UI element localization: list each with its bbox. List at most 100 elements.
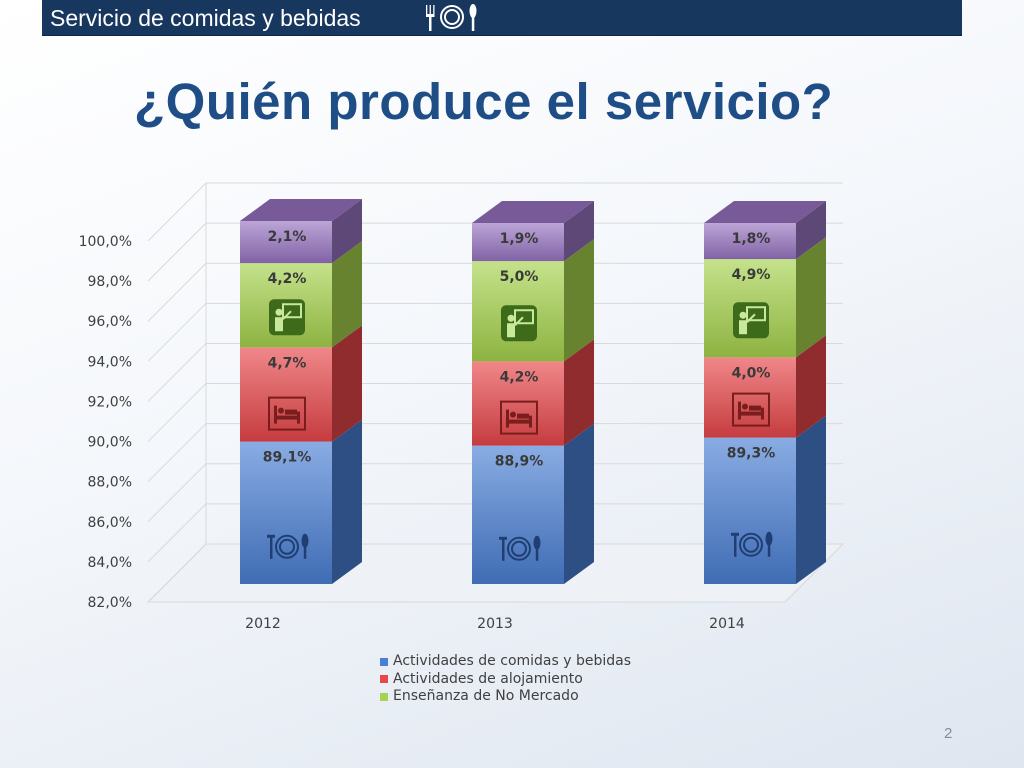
icon-part	[734, 534, 737, 557]
x-tick-label: 2013	[477, 616, 513, 632]
y-tick-label: 88,0%	[88, 475, 132, 491]
gridline-side	[147, 503, 207, 563]
legend-swatch-comidas	[380, 657, 388, 666]
bar-side-face	[796, 415, 826, 584]
x-tick-label: 2014	[709, 616, 745, 632]
bar-side-face	[332, 325, 362, 442]
icon-part	[517, 413, 529, 419]
y-tick-label: 82,0%	[88, 595, 132, 611]
bar-side-face	[564, 239, 594, 362]
bar-side-face	[796, 201, 826, 260]
data-label: 4,2%	[500, 369, 539, 385]
gridline-side	[147, 222, 207, 282]
icon-part	[765, 531, 773, 546]
icon-part	[743, 536, 759, 553]
header-banner: Servicio de comidas y bebidas	[42, 0, 962, 36]
y-tick-label: 86,0%	[88, 515, 132, 531]
chart-legend: Actividades de comidas y bebidas Activid…	[380, 653, 631, 706]
y-axis: 82,0% 84,0% 86,0% 88,0% 90,0% 92,0% 94,0% 96,0%…	[79, 234, 132, 611]
page-number: 2	[944, 725, 953, 742]
gridline-side	[147, 343, 207, 402]
icon-part	[282, 303, 302, 319]
icon-part	[507, 323, 515, 338]
icon-part	[268, 396, 306, 431]
y-tick-label: 96,0%	[88, 314, 132, 330]
bar-front-face	[240, 347, 332, 442]
icon-part	[303, 544, 307, 559]
y-tick-label: 94,0%	[88, 354, 132, 370]
bar-segment-2013-0: 88,9%	[472, 423, 594, 584]
plate-cutlery-icon	[267, 533, 309, 559]
bar-side-face	[332, 419, 362, 584]
banner-title: Servicio de comidas y bebidas	[50, 5, 361, 31]
icon-part	[499, 536, 507, 540]
legend-item-comidas: Actividades de comidas y bebidas	[380, 653, 631, 671]
bar-segment-2012-2: 4,2%	[240, 241, 362, 348]
gridline-side	[147, 543, 207, 603]
bar-front-face	[704, 437, 796, 584]
gridline-side	[147, 182, 207, 242]
y-tick-label: 92,0%	[88, 394, 132, 410]
bar-side-face	[796, 335, 826, 438]
bar-segment-2014-0: 89,3%	[704, 415, 826, 584]
bar-side-face	[564, 339, 594, 446]
icon-part	[514, 316, 524, 326]
data-label: 4,7%	[268, 355, 307, 371]
icon-part	[274, 415, 300, 420]
icon-part	[282, 310, 292, 320]
data-label: 89,3%	[727, 446, 776, 462]
bar-segment-2014-1: 4,0%	[704, 335, 826, 438]
icon-part	[514, 309, 534, 325]
gridline-side	[147, 463, 207, 523]
data-label: 2,1%	[268, 229, 307, 245]
gridline-side	[147, 383, 207, 442]
icon-part	[285, 409, 297, 415]
bar-segment-2012-3: 2,1%	[240, 198, 362, 264]
bed-icon	[500, 400, 538, 435]
icon-part	[511, 540, 527, 557]
bar-front-face	[472, 223, 564, 262]
icon-part	[278, 407, 284, 414]
bar-top-face	[240, 198, 362, 221]
y-tick-label: 84,0%	[88, 555, 132, 571]
gridline-side	[147, 302, 207, 362]
icon-part	[738, 411, 764, 416]
icon-part	[500, 400, 538, 435]
bar-top-face	[704, 201, 826, 223]
bar-segment-2014-3: 1,8%	[704, 201, 826, 260]
legend-item-ensenanza: Enseñanza de No Mercado	[380, 688, 631, 706]
y-tick-label: 100,0%	[79, 234, 132, 250]
icon-part	[506, 409, 509, 428]
icon-part	[767, 542, 771, 557]
icon-part	[746, 313, 756, 323]
bar-side-face	[332, 198, 362, 264]
slide-title: ¿Quién produce el servicio?	[134, 73, 834, 130]
plate-cutlery-icon	[499, 535, 541, 561]
icon-part	[739, 311, 747, 319]
bar-side-face	[796, 237, 826, 358]
icon-part	[267, 534, 275, 538]
icon-part	[502, 538, 505, 561]
legend-swatch-alojamiento	[380, 675, 388, 684]
bar-front-face	[704, 357, 796, 438]
bed-icon	[268, 396, 306, 431]
legend-label-ensenanza: Enseñanza de No Mercado	[393, 688, 579, 704]
icon-part	[275, 317, 283, 332]
icon-part	[731, 532, 739, 536]
plate-cutlery-icon	[426, 4, 477, 31]
bar-segment-2013-3: 1,9%	[472, 201, 594, 262]
bar-front-face	[472, 361, 564, 446]
bar-segment-2014-2: 4,9%	[704, 237, 826, 358]
bar-top-face	[472, 201, 594, 223]
bar-front-face	[240, 220, 332, 264]
icon-part	[738, 401, 741, 420]
legend-swatch-ensenanza	[380, 692, 388, 701]
bars: 89,1% 4,7% 4,2% 2,1% 88,9% 4,2% 5,0% 1,9% 89,3% 4…	[240, 198, 826, 584]
bar-segment-2012-1: 4,7%	[240, 325, 362, 442]
bar-segment-2013-1: 4,2%	[472, 339, 594, 446]
icon-part	[742, 403, 748, 410]
x-axis: 2012 2013 2014	[245, 616, 745, 632]
teacher-board-icon	[733, 302, 769, 339]
data-label: 88,9%	[495, 454, 544, 470]
